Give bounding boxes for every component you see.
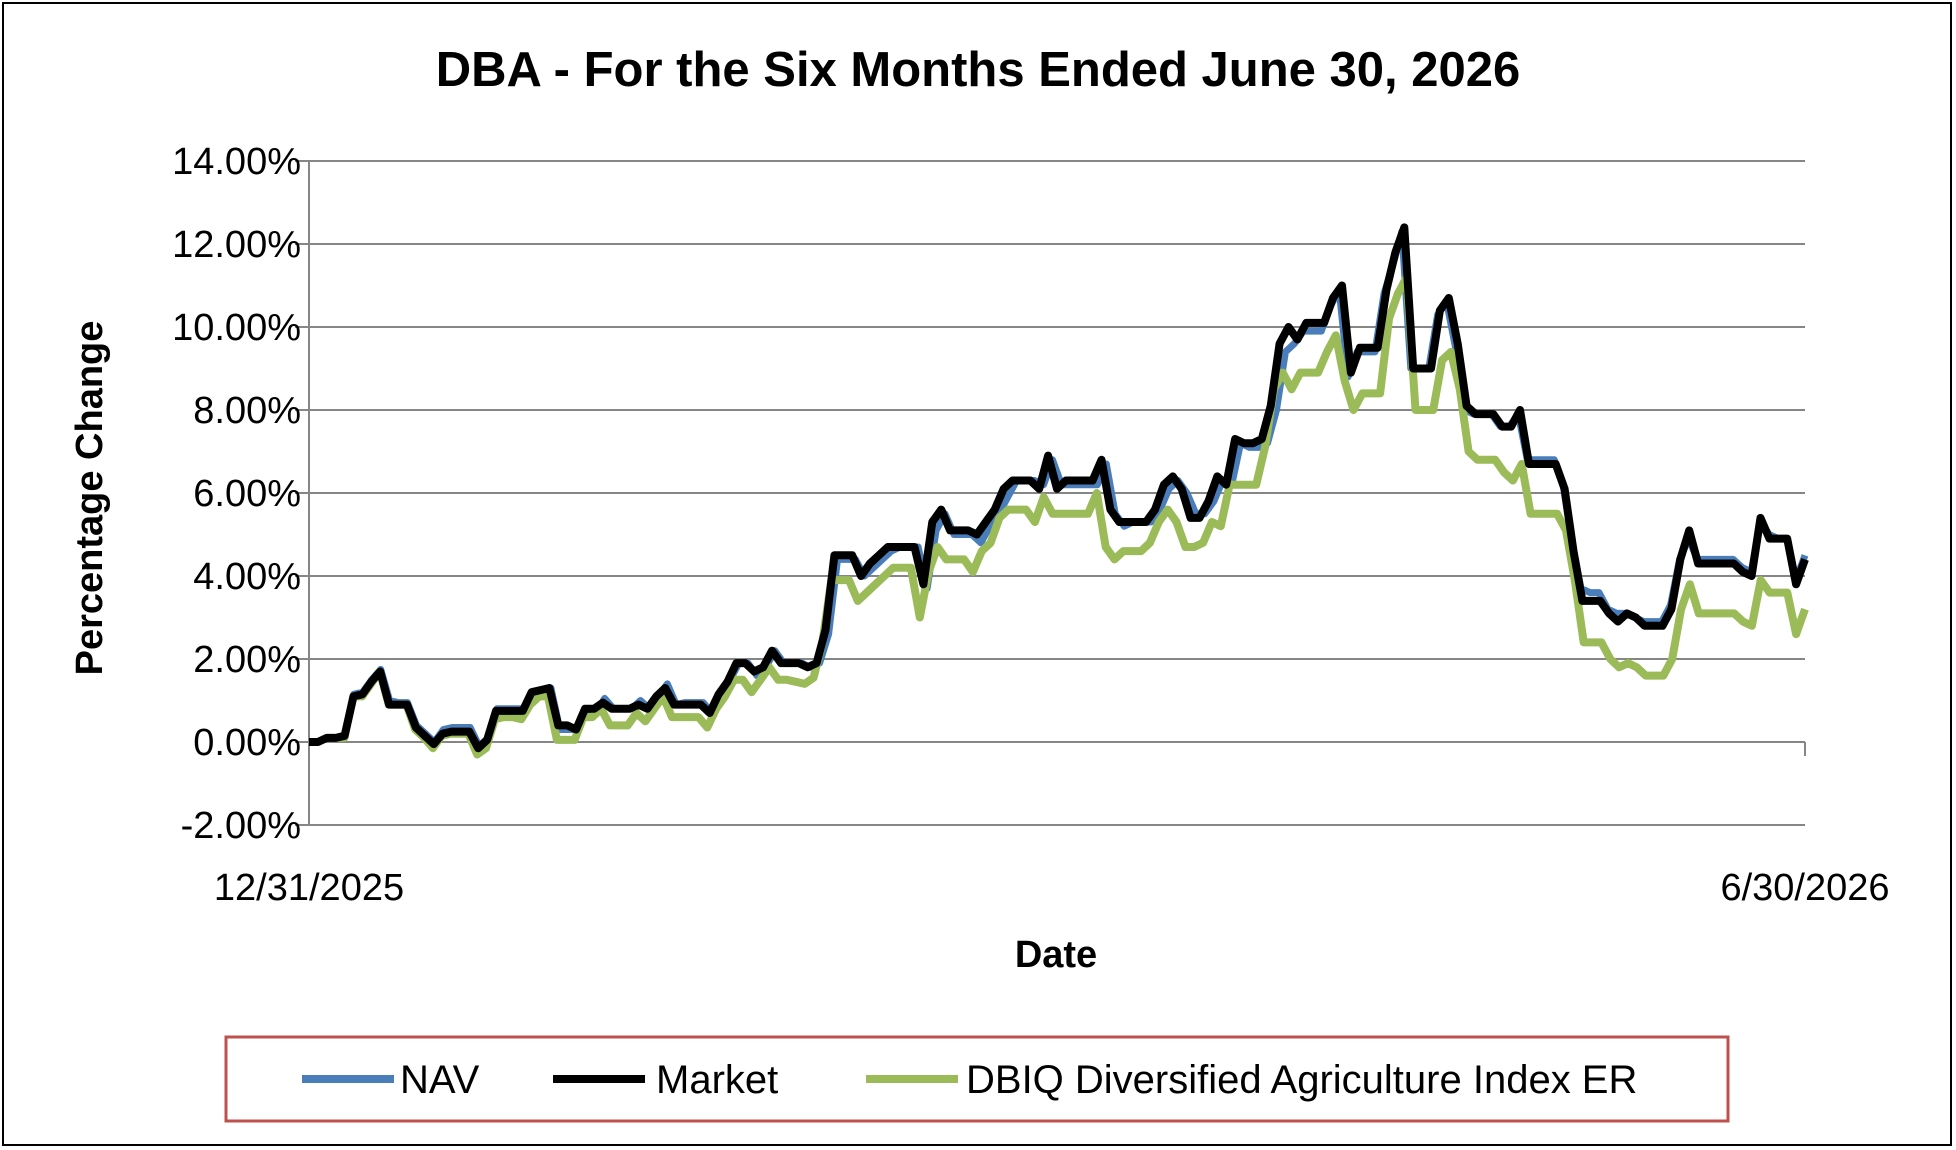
y-tick-label: 0.00% [193,722,301,764]
x-tick-label: 12/31/2025 [214,867,404,909]
x-tick-labels: 12/31/2025 6/30/2026 [214,867,1890,909]
legend-label: DBIQ Diversified Agriculture Index ER [966,1058,1637,1102]
y-tick-label: 2.00% [193,639,301,681]
gridlines [295,160,1805,826]
plot-area [309,223,1809,759]
legend-box [224,1035,1730,1123]
series-line-dbiq-index [309,273,1809,759]
legend-label: Market [656,1058,778,1102]
legend-label: NAV [400,1058,480,1102]
y-tick-labels: 14.00% 12.00% 10.00% 8.00% 6.00% 4.00% 2.00% 0.… [172,141,301,847]
legend: NAV Market DBIQ Diversified Agriculture In… [224,1035,1730,1123]
y-tick-label: 10.00% [172,307,301,349]
chart-title: DBA - For the Six Months Ended June 30, … [436,43,1521,97]
y-tick-label: -2.00% [181,805,301,847]
legend-items: NAV Market DBIQ Diversified Agriculture In… [302,1058,1637,1102]
series-line-market [309,223,1809,753]
y-axis-title: Percentage Change [69,321,111,676]
x-axis-title: Date [1015,934,1097,976]
x-tick-label: 6/30/2026 [1720,867,1889,909]
y-tick-label: 8.00% [193,390,301,432]
y-tick-label: 6.00% [193,473,301,515]
y-tick-label: 4.00% [193,556,301,598]
y-tick-label: 14.00% [172,141,301,183]
y-tick-label: 12.00% [172,224,301,266]
